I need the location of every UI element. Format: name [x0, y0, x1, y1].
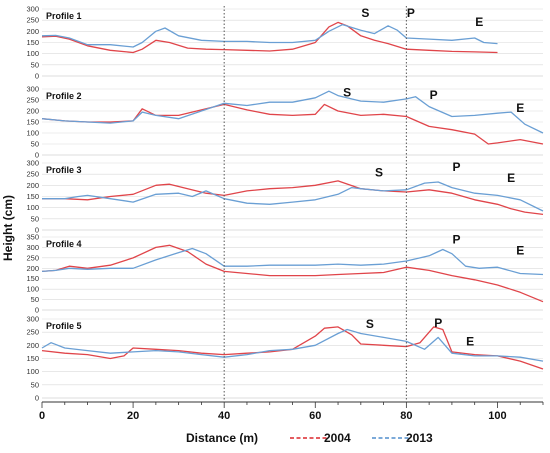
reference-lines	[223, 6, 407, 402]
y-tick-label: 300	[26, 85, 39, 94]
y-tick-label: 250	[26, 170, 39, 179]
y-tick-label: 200	[26, 27, 39, 36]
x-tick-label: 20	[127, 410, 139, 422]
y-tick-label: 300	[26, 5, 39, 14]
series-line-2013	[41, 23, 498, 48]
y-tick-label: 50	[31, 295, 39, 304]
annotation-label: P	[434, 316, 442, 330]
y-tick-label: 50	[31, 60, 39, 69]
x-tick-label: 40	[218, 410, 230, 422]
y-axis-title: Height (cm)	[1, 195, 15, 261]
series-line-2013	[41, 90, 544, 134]
y-tick-label: 100	[26, 285, 39, 294]
y-tick-label: 200	[26, 264, 39, 273]
x-tick-label: 60	[309, 410, 321, 422]
y-tick-label: 0	[35, 72, 39, 81]
y-tick-label: 0	[35, 394, 39, 403]
y-tick-label: 250	[26, 16, 39, 25]
profile-panel-3: 0 50 100 150 200 250 300 Profile 3 S P E	[26, 159, 544, 235]
y-tick-label: 100	[26, 129, 39, 138]
y-tick-label: 0	[35, 226, 39, 235]
series-line-2004	[42, 180, 544, 216]
y-tick-label: 300	[26, 159, 39, 168]
panel-title: Profile 3	[46, 165, 82, 175]
y-tick-label: 100	[26, 367, 39, 376]
profile-panel-5: 0 50 100 150 200 250 300 Profile 5 S P E	[26, 315, 544, 403]
annotation-label: P	[407, 6, 415, 20]
y-tick-label: 150	[26, 38, 39, 47]
panel-title: Profile 1	[46, 11, 82, 21]
series-line-2004	[41, 244, 544, 303]
y-tick-label: 250	[26, 253, 39, 262]
y-tick-label: 50	[31, 140, 39, 149]
y-tick-label: 150	[26, 192, 39, 201]
y-tick-label: 350	[26, 233, 39, 242]
annotation-label: E	[516, 244, 524, 258]
x-tick-label: 80	[400, 410, 412, 422]
x-axis-title: Distance (m)	[186, 431, 258, 445]
y-tick-label: 250	[26, 328, 39, 337]
panel-title: Profile 5	[46, 321, 82, 331]
series-line-2013	[41, 328, 544, 362]
annotation-label: P	[452, 160, 460, 174]
y-tick-label: 100	[26, 49, 39, 58]
y-tick-label: 200	[26, 341, 39, 350]
y-tick-label: 150	[26, 354, 39, 363]
panel-title: Profile 4	[46, 239, 82, 249]
series-line-2013	[41, 247, 544, 276]
y-tick-label: 100	[26, 203, 39, 212]
annotation-label: E	[466, 334, 474, 348]
y-tick-label: 150	[26, 118, 39, 127]
annotation-label: S	[366, 317, 374, 331]
y-tick-label: 50	[31, 380, 39, 389]
y-tick-label: 300	[26, 315, 39, 324]
annotation-label: S	[375, 165, 383, 179]
x-tick-label: 100	[488, 410, 506, 422]
annotation-label: E	[475, 15, 483, 29]
annotation-label: E	[516, 101, 524, 115]
annotation-label: E	[507, 171, 515, 185]
series-line-2004	[41, 21, 498, 54]
series-line-2013	[42, 181, 544, 212]
series-line-2004	[41, 103, 544, 145]
y-tick-label: 200	[26, 107, 39, 116]
y-tick-label: 50	[31, 214, 39, 223]
y-tick-label: 300	[26, 243, 39, 252]
annotation-label: P	[430, 88, 438, 102]
y-tick-label: 200	[26, 181, 39, 190]
profile-panel-2: 0 50 100 150 200 250 300 Profile 2 S P E	[26, 85, 544, 160]
y-tick-label: 0	[35, 151, 39, 160]
profile-panel-1: 0 50 100 150 200 250 300 Profile 1 S P E	[26, 5, 543, 81]
y-tick-label: 150	[26, 274, 39, 283]
legend: 2004 2013	[290, 431, 433, 445]
y-tick-label: 250	[26, 96, 39, 105]
y-tick-label: 0	[35, 306, 39, 315]
legend-label: 2004	[324, 431, 351, 445]
annotation-label: S	[361, 6, 369, 20]
legend-label: 2013	[406, 431, 433, 445]
x-axis: 0 20 40 60 80 100	[39, 401, 544, 422]
annotation-label: P	[452, 232, 460, 246]
panel-title: Profile 2	[46, 91, 82, 101]
annotation-label: S	[343, 86, 351, 100]
x-tick-label: 0	[39, 410, 45, 422]
